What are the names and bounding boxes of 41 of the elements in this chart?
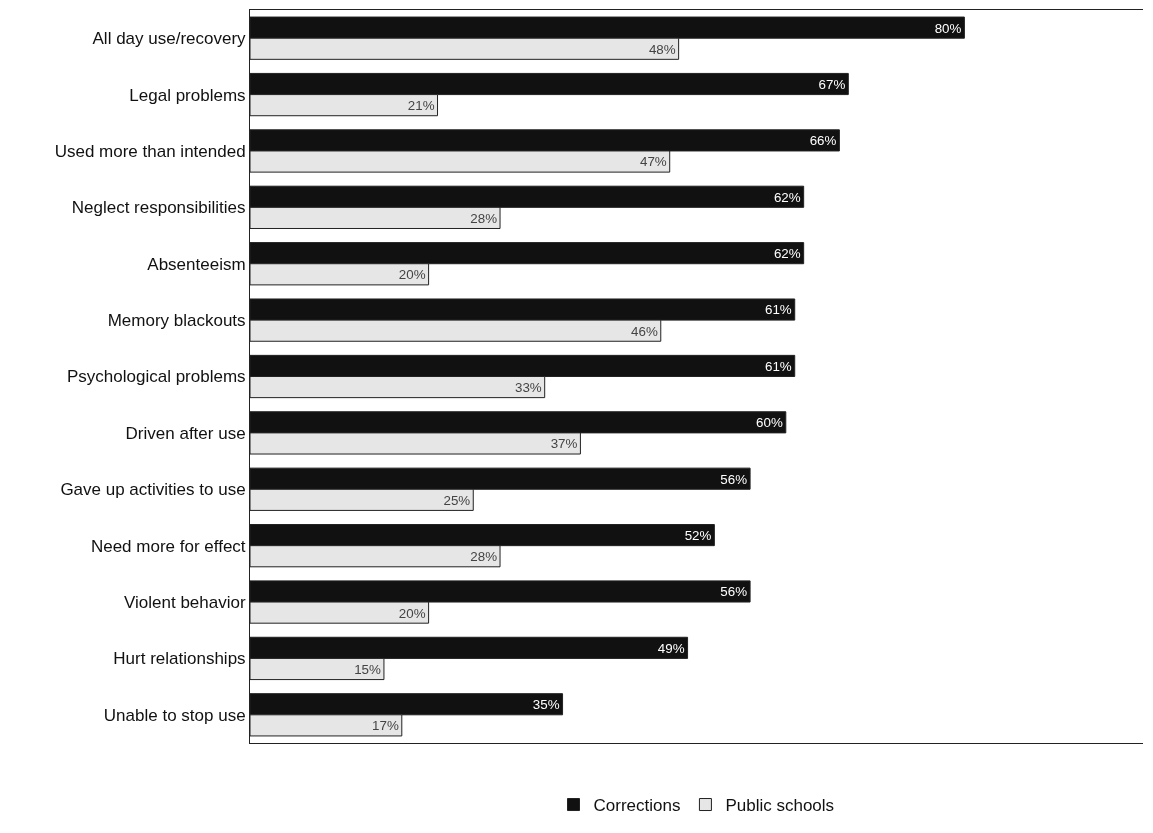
data-label: 21% xyxy=(407,98,435,114)
y-tick-label: All day use/recovery xyxy=(92,29,247,49)
y-tick-label: Used more than intended xyxy=(54,141,246,161)
data-label: 46% xyxy=(631,323,658,339)
y-tick-label: Violent behavior xyxy=(123,592,246,612)
data-label: 62% xyxy=(773,246,801,262)
data-label: 20% xyxy=(398,605,426,621)
y-tick-label: Memory blackouts xyxy=(107,311,246,331)
y-tick-label: Gave up activities to use xyxy=(60,480,246,500)
y-tick-label: Driven after use xyxy=(125,423,246,443)
data-label: 67% xyxy=(818,76,846,92)
data-label: 56% xyxy=(720,471,748,487)
y-tick-label: Absenteeism xyxy=(147,254,246,274)
legend-label: Public schools xyxy=(725,796,835,816)
data-label: 66% xyxy=(809,133,837,149)
data-label: 28% xyxy=(470,210,498,226)
data-label: 35% xyxy=(532,697,560,713)
data-label: 17% xyxy=(372,718,399,734)
data-label: 37% xyxy=(550,436,578,452)
data-label: 20% xyxy=(398,267,426,283)
data-label: 56% xyxy=(720,584,748,600)
y-tick-label: Neglect responsibilities xyxy=(71,198,246,218)
data-label: 62% xyxy=(773,189,801,205)
y-tick-label: Unable to stop use xyxy=(103,705,246,725)
legend-label: Corrections xyxy=(593,796,681,816)
data-label: 15% xyxy=(354,661,382,677)
data-label: 61% xyxy=(764,302,792,318)
data-label: 25% xyxy=(443,492,471,508)
data-label: 49% xyxy=(657,640,685,656)
data-label: 61% xyxy=(765,358,792,374)
y-tick-label: Legal problems xyxy=(129,85,246,105)
data-label: 28% xyxy=(470,549,498,565)
data-label: 52% xyxy=(684,527,712,543)
data-label: 33% xyxy=(514,379,542,395)
y-tick-label: Hurt relationships xyxy=(113,649,246,669)
data-label: 60% xyxy=(756,415,783,431)
data-label: 80% xyxy=(934,20,962,36)
y-tick-label: Psychological problems xyxy=(67,367,246,387)
data-label: 48% xyxy=(648,41,676,57)
y-tick-label: Need more for effect xyxy=(90,536,246,556)
data-label: 47% xyxy=(639,154,667,170)
